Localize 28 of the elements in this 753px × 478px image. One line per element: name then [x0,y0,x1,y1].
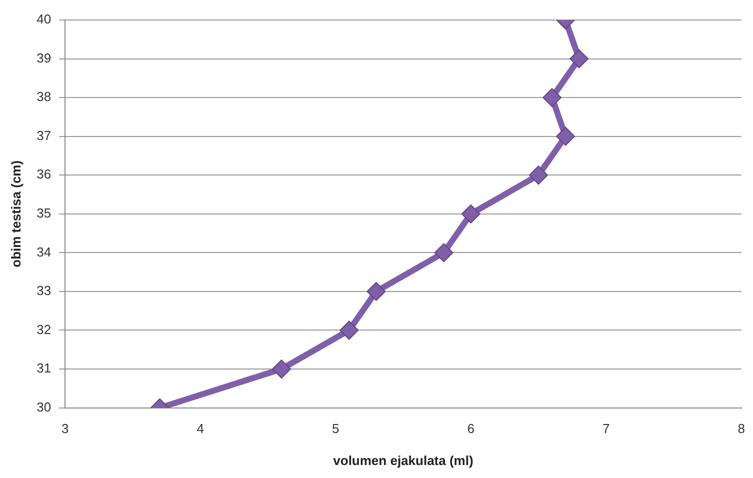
y-tick-label: 37 [36,128,52,143]
y-tick-label: 33 [36,283,52,298]
point [434,243,454,262]
y-tick-label: 31 [36,360,52,376]
y-tick-label: 35 [36,205,52,220]
x-tick-label: 5 [332,421,340,436]
x-tick-label: 7 [602,421,610,436]
y-tick-label: 40 [36,12,52,27]
point [542,88,562,108]
x-tick-label: 3 [61,421,69,436]
y-axis-title: obim testisa (cm) [8,160,24,268]
y-tick-label: 36 [36,166,52,182]
y-tick-label: 38 [36,89,52,104]
point [556,126,576,146]
x-tick-label: 4 [196,421,204,436]
y-tick-label: 34 [36,244,52,260]
y-tick-label: 32 [36,322,52,337]
y-tick-label: 30 [36,399,52,414]
point [366,282,386,301]
x-tick-label: 6 [467,421,474,436]
x-tick-label: 8 [738,421,745,436]
point [461,204,480,224]
x-axis-title: volumen ejakulata (ml) [333,452,474,468]
point [340,320,359,340]
point [570,49,589,68]
point [528,166,548,185]
y-tick-label: 39 [36,50,52,66]
point [272,360,291,379]
